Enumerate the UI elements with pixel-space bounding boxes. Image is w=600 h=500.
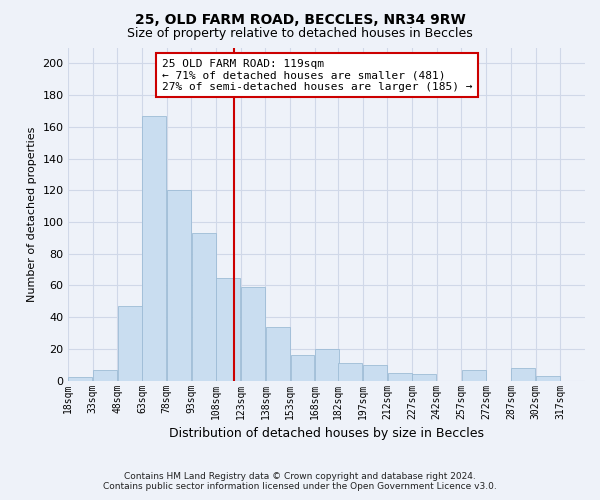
Bar	[363, 365, 387, 380]
Text: Contains public sector information licensed under the Open Government Licence v3: Contains public sector information licen…	[103, 482, 497, 491]
Bar	[93, 370, 117, 380]
Text: 25, OLD FARM ROAD, BECCLES, NR34 9RW: 25, OLD FARM ROAD, BECCLES, NR34 9RW	[134, 12, 466, 26]
Bar	[192, 233, 215, 380]
Bar	[217, 278, 241, 380]
X-axis label: Distribution of detached houses by size in Beccles: Distribution of detached houses by size …	[169, 427, 484, 440]
Bar	[290, 356, 314, 380]
Text: 25 OLD FARM ROAD: 119sqm
← 71% of detached houses are smaller (481)
27% of semi-: 25 OLD FARM ROAD: 119sqm ← 71% of detach…	[162, 58, 472, 92]
Y-axis label: Number of detached properties: Number of detached properties	[27, 126, 37, 302]
Bar	[316, 349, 339, 380]
Text: Size of property relative to detached houses in Beccles: Size of property relative to detached ho…	[127, 28, 473, 40]
Bar	[142, 116, 166, 380]
Bar	[511, 368, 535, 380]
Bar	[266, 326, 290, 380]
Bar	[462, 370, 486, 380]
Bar	[388, 372, 412, 380]
Bar	[118, 306, 142, 380]
Bar	[167, 190, 191, 380]
Bar	[338, 363, 362, 380]
Text: Contains HM Land Registry data © Crown copyright and database right 2024.: Contains HM Land Registry data © Crown c…	[124, 472, 476, 481]
Bar	[536, 376, 560, 380]
Bar	[412, 374, 436, 380]
Bar	[241, 287, 265, 380]
Bar	[68, 378, 92, 380]
